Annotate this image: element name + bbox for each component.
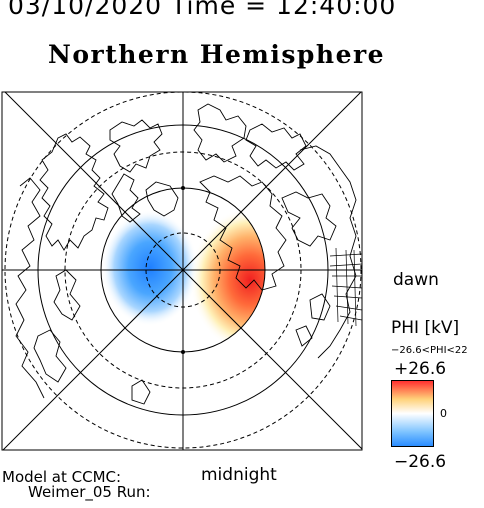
colorbar-max-label: +26.6: [394, 359, 447, 379]
dawn-label: dawn: [393, 270, 439, 290]
run-label: Weimer_05 Run:: [28, 483, 151, 501]
boundary-marker: [181, 350, 185, 354]
boundary-marker: [181, 186, 185, 190]
polar-map: [1, 91, 363, 451]
colorbar: [391, 380, 434, 447]
grid-patch: [329, 247, 362, 327]
model-label: Model at CCMC:: [2, 468, 122, 486]
midnight-label: midnight: [201, 465, 277, 485]
positive-cell: [190, 208, 265, 352]
colorbar-title: PHI [kV]: [391, 318, 460, 338]
negative-cell: [102, 210, 198, 326]
colorbar-min-label: −26.6: [394, 452, 447, 472]
map-frame: [1, 91, 363, 451]
coastlines: [15, 103, 357, 405]
meridian-line: [4, 92, 362, 450]
meridian-line: [2, 92, 362, 450]
potential-pattern: [102, 208, 265, 352]
colorbar-range: −26.6<PHI<22: [391, 345, 468, 356]
colorbar-zero-label: 0: [440, 407, 447, 420]
hemisphere-title: Northern Hemisphere: [48, 40, 386, 69]
datetime-title: 03/10/2020 Time = 12:40:00: [8, 0, 397, 20]
